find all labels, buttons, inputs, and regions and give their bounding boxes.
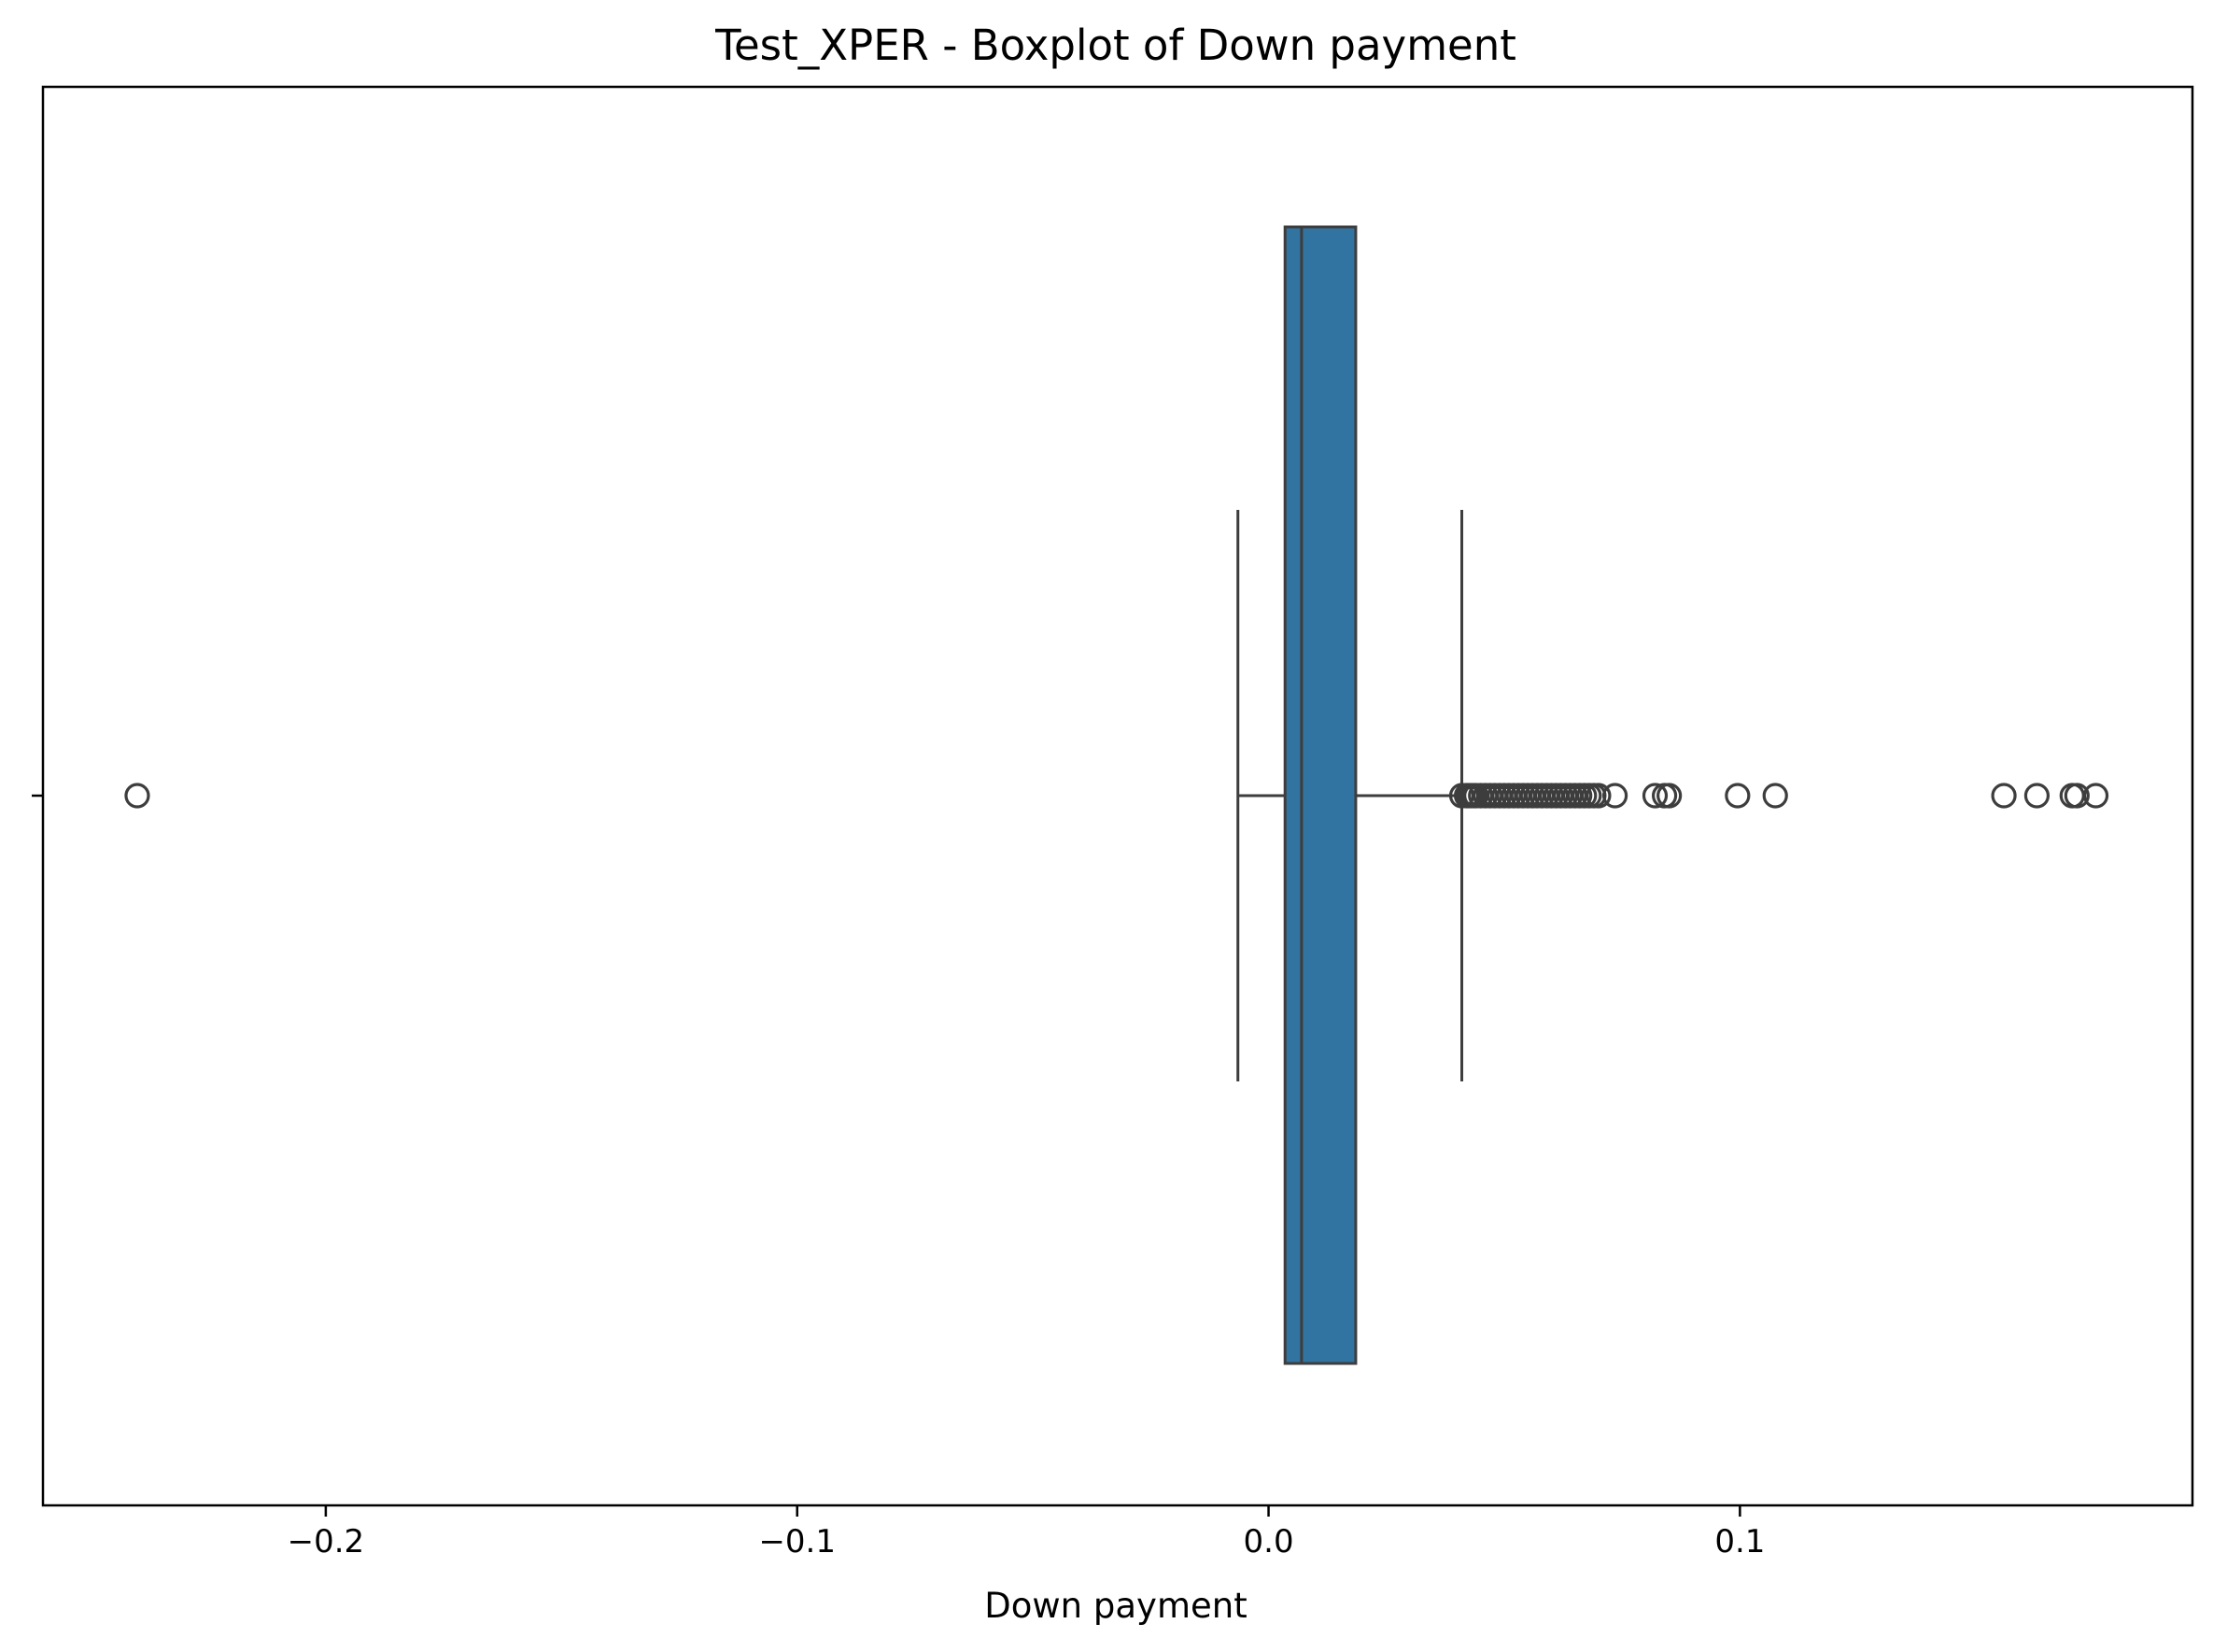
plot-area [43,87,2192,1505]
outlier-point [2023,783,2051,809]
outlier-point [1762,783,1788,809]
outlier-point [1656,783,1683,809]
iqr-box [1283,225,1358,1365]
chart-title: Test_XPER - Boxplot of Down payment [714,21,1516,70]
outlier-point [1601,783,1628,809]
x-axis-ticks: −0.2 −0.1 0.0 0.1 [288,1505,1765,1560]
outlier-point [2082,783,2109,809]
x-tick-label: 0.1 [1714,1523,1765,1560]
x-tick-label: −0.2 [288,1523,365,1560]
outlier-point [1586,783,1612,809]
outlier-point [124,783,150,809]
x-tick-label: −0.1 [758,1523,836,1560]
outlier-point [1642,783,1669,809]
outlier-point [1725,783,1751,809]
x-tick-label: 0.0 [1244,1523,1294,1560]
box-group [1236,225,1464,1365]
outlier-group [124,783,2109,809]
outlier-point [1991,783,2017,809]
x-axis-label: Down payment [984,1586,1247,1626]
outlier-point [2064,783,2090,809]
